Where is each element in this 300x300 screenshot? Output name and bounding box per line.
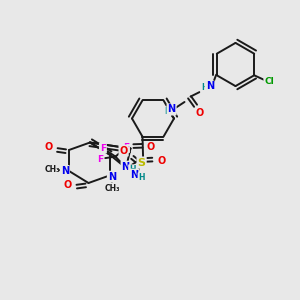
Text: N: N bbox=[130, 169, 139, 180]
Text: N: N bbox=[108, 172, 116, 182]
Text: H: H bbox=[201, 83, 208, 92]
Text: N: N bbox=[61, 166, 69, 176]
Text: F: F bbox=[100, 144, 106, 153]
Text: N: N bbox=[206, 81, 214, 92]
Text: O: O bbox=[147, 142, 155, 152]
Text: CH₃: CH₃ bbox=[105, 184, 120, 193]
Text: O: O bbox=[63, 180, 72, 190]
Text: F: F bbox=[123, 143, 129, 152]
Text: N: N bbox=[122, 162, 130, 172]
Text: O: O bbox=[157, 156, 166, 166]
Text: Cl: Cl bbox=[264, 77, 274, 86]
Text: F: F bbox=[97, 154, 103, 164]
Text: H: H bbox=[138, 173, 145, 182]
Text: O: O bbox=[44, 142, 53, 152]
Text: O: O bbox=[196, 108, 204, 118]
Text: H: H bbox=[129, 165, 135, 174]
Text: CH₃: CH₃ bbox=[45, 165, 60, 174]
Text: N: N bbox=[167, 104, 176, 115]
Text: S: S bbox=[138, 158, 146, 168]
Text: O: O bbox=[119, 146, 128, 156]
Text: H: H bbox=[164, 107, 170, 116]
